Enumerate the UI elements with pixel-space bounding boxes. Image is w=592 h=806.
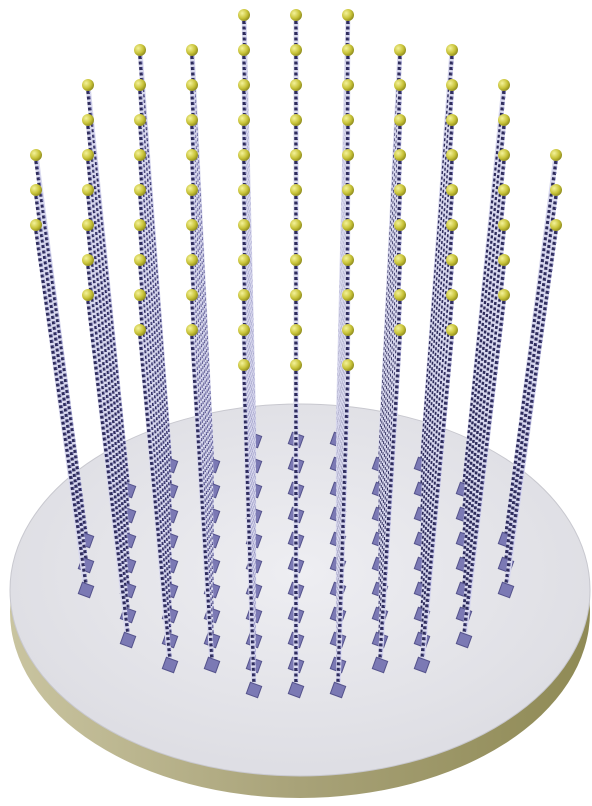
pillar-cap <box>498 149 510 161</box>
pillar-cap <box>186 79 198 91</box>
pillar-cap <box>30 184 42 196</box>
pillar-cap <box>342 79 354 91</box>
pillar-cap <box>342 359 354 371</box>
pillar-cap <box>186 324 198 336</box>
pillar-cap <box>498 114 510 126</box>
pillar-cap <box>446 149 458 161</box>
pillar-cap <box>446 114 458 126</box>
pillar-cap <box>342 289 354 301</box>
pillar-cap <box>290 289 302 301</box>
pillar-cap <box>394 184 406 196</box>
pillar-cap <box>238 149 250 161</box>
page: {} html, body { margin: 0; padding: 0; b… <box>0 0 592 806</box>
pillar-cap <box>342 9 354 21</box>
pillar-cap <box>446 324 458 336</box>
pillar-cap <box>550 219 562 231</box>
pillar-cap <box>394 149 406 161</box>
pillar-cap <box>498 254 510 266</box>
pillar-cap <box>290 9 302 21</box>
pillar-cap <box>394 44 406 56</box>
pillar-chain <box>36 161 86 534</box>
pillar-cap <box>238 9 250 21</box>
pillar-cap <box>394 219 406 231</box>
pillar-cap <box>186 44 198 56</box>
pillar-cap <box>134 324 146 336</box>
pillar-cap <box>290 184 302 196</box>
pillar-cap <box>238 184 250 196</box>
pillar-cap <box>30 219 42 231</box>
pillar-cap <box>134 254 146 266</box>
pillar-cap <box>82 254 94 266</box>
pillar-cap <box>186 149 198 161</box>
pillar-cap <box>238 324 250 336</box>
pillar-cap <box>82 289 94 301</box>
pillar-cap <box>446 79 458 91</box>
pillar-cap <box>498 79 510 91</box>
pillar-cap <box>342 219 354 231</box>
pillar-chain-highlight <box>38 161 88 534</box>
pillar-cap <box>342 184 354 196</box>
pillar-cap <box>290 44 302 56</box>
pillar-cap <box>290 114 302 126</box>
pillar-cap <box>446 184 458 196</box>
pillar-cap <box>134 184 146 196</box>
pillar-cap <box>82 184 94 196</box>
body: (() => { JSON.parse(document.getElementB… <box>0 0 592 806</box>
pillar-cap <box>238 359 250 371</box>
pillar-cap <box>342 114 354 126</box>
pillar-cap <box>238 44 250 56</box>
pillar-cap <box>186 289 198 301</box>
pillar-cap <box>342 254 354 266</box>
pillar-cap <box>446 254 458 266</box>
pillar-cap <box>134 149 146 161</box>
pillar-cap <box>238 254 250 266</box>
pillar-cap <box>394 324 406 336</box>
pillar-cap <box>238 79 250 91</box>
pillar-cap <box>134 114 146 126</box>
pillar-cap <box>290 219 302 231</box>
pillar-cap <box>82 149 94 161</box>
pillar-cap <box>550 184 562 196</box>
pillar-cap <box>134 289 146 301</box>
pillar-cap <box>342 324 354 336</box>
pillar-cap <box>82 114 94 126</box>
pillar-cap <box>394 254 406 266</box>
pillar-cap <box>82 79 94 91</box>
pillar-cap <box>550 149 562 161</box>
pillar-cap <box>446 44 458 56</box>
pillar-cap <box>134 79 146 91</box>
pillar-cap <box>238 114 250 126</box>
pillar-cap <box>290 149 302 161</box>
pillar-cap <box>342 44 354 56</box>
pillar-cap <box>394 79 406 91</box>
pillar-cap <box>498 184 510 196</box>
pillar-cap <box>186 114 198 126</box>
pillar-cap <box>186 254 198 266</box>
pillar-cap <box>134 44 146 56</box>
pillar-cap <box>290 254 302 266</box>
pillar-cap <box>290 79 302 91</box>
pillar-array-render <box>0 0 592 806</box>
pillar-cap <box>290 359 302 371</box>
pillar-cap <box>238 219 250 231</box>
pillar-cap <box>30 149 42 161</box>
pillar-cap <box>290 324 302 336</box>
pillar-cap <box>446 289 458 301</box>
pillar-cap <box>394 289 406 301</box>
pillar-cap <box>342 149 354 161</box>
pillar-cap <box>186 219 198 231</box>
pillar-cap <box>82 219 94 231</box>
pillar-cap <box>186 184 198 196</box>
pillar-cap <box>238 289 250 301</box>
pillar-cap <box>498 289 510 301</box>
pillar-cap <box>446 219 458 231</box>
pillar-cap <box>134 219 146 231</box>
pillar-cap <box>394 114 406 126</box>
pillar-cap <box>498 219 510 231</box>
